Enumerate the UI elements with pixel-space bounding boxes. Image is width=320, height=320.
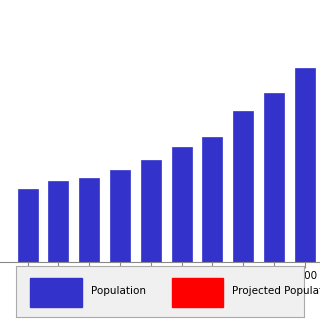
Bar [202,137,222,262]
Bar [141,160,161,262]
Bar [18,189,38,262]
Text: Population: Population [91,286,146,296]
FancyBboxPatch shape [30,278,82,307]
Bar [172,147,192,262]
Bar [264,93,284,262]
FancyBboxPatch shape [172,278,223,307]
Bar [295,68,315,262]
Bar [110,170,130,262]
Bar [233,111,253,262]
Text: Projected Population: Projected Population [232,286,320,296]
Bar [79,178,99,262]
Bar [48,181,68,262]
